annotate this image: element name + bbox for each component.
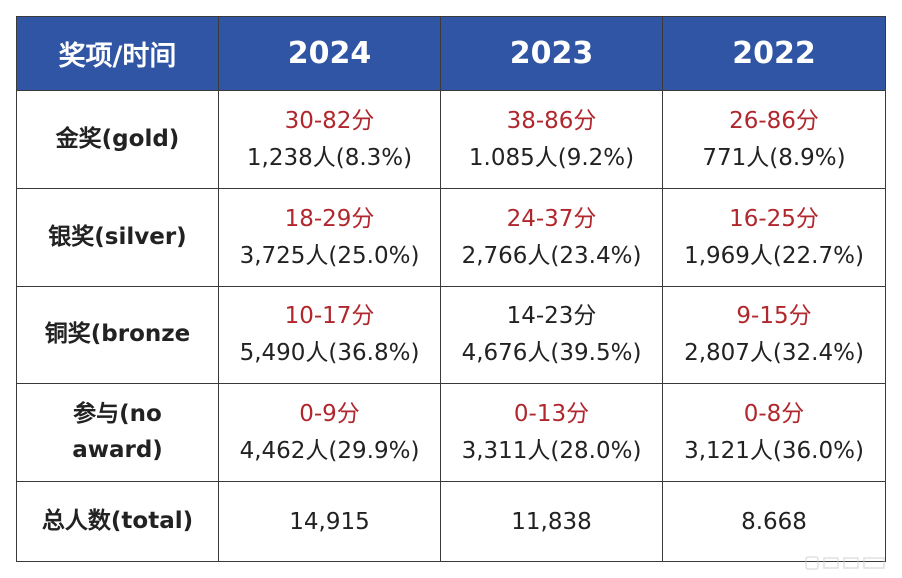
- cell-silver-2023: 24-37分 2,766人(23.4%): [440, 188, 663, 287]
- header-row: 奖项/时间 2024 2023 2022: [16, 16, 886, 91]
- score-range: 16-25分: [729, 205, 819, 232]
- header-year-2024: 2024: [218, 16, 441, 91]
- table-row-gold: 金奖(gold) 30-82分 1,238人(8.3%) 38-86分 1.08…: [16, 90, 886, 189]
- score-range: 30-82分: [284, 107, 375, 134]
- score-range: 38-86分: [506, 107, 597, 134]
- header-year-2023: 2023: [440, 16, 663, 91]
- score-range: 9-15分: [736, 303, 812, 330]
- participant-count: 1,238人(8.3%): [246, 144, 413, 171]
- row-label-line: 银奖(silver): [48, 223, 187, 250]
- table-row-no-award: 参与(no award) 0-9分 4,462人(29.9%) 0-13分 3,…: [16, 383, 886, 482]
- cell-silver-2024: 18-29分 3,725人(25.0%): [218, 188, 441, 287]
- header-year-2022: 2022: [662, 16, 886, 91]
- row-label-total: 总人数(total): [16, 481, 219, 562]
- participant-count: 1,969人(22.7%): [684, 242, 864, 269]
- cell-gold-2022: 26-86分 771人(8.9%): [662, 90, 886, 189]
- participant-count: 3,121人(36.0%): [684, 437, 864, 464]
- row-label-line-2: award): [72, 436, 163, 463]
- table-row-bronze: 铜奖(bronze 10-17分 5,490人(36.8%) 14-23分 4,…: [16, 286, 886, 384]
- cell-gold-2024: 30-82分 1,238人(8.3%): [218, 90, 441, 189]
- participant-count: 4,462人(29.9%): [239, 437, 420, 464]
- cell-silver-2022: 16-25分 1,969人(22.7%): [662, 188, 886, 287]
- score-range: 0-9分: [299, 400, 360, 427]
- score-range: 0-8分: [743, 400, 805, 427]
- score-range: 18-29分: [284, 205, 375, 232]
- row-label-no-award: 参与(no award): [16, 383, 219, 482]
- participant-count: 2,807人(32.4%): [684, 340, 864, 366]
- cell-bronze-2022: 9-15分 2,807人(32.4%): [662, 286, 886, 384]
- row-label-line: 金奖(gold): [55, 125, 180, 152]
- row-label-line: 参与(no: [73, 400, 162, 427]
- cell-gold-2023: 38-86分 1.085人(9.2%): [440, 90, 663, 189]
- participant-count: 5,490人(36.8%): [239, 340, 420, 366]
- score-range: 26-86分: [729, 107, 819, 134]
- table-row-silver: 银奖(silver) 18-29分 3,725人(25.0%) 24-37分 2…: [16, 188, 886, 287]
- row-label-bronze: 铜奖(bronze: [16, 286, 219, 384]
- score-range: 10-17分: [284, 303, 375, 330]
- results-table-container: 奖项/时间 2024 2023 2022 金奖(gold) 30-82分 1,2…: [16, 16, 886, 562]
- score-range: 14-23分: [506, 303, 597, 330]
- row-label-line: 铜奖(bronze: [44, 321, 191, 348]
- participant-count: 1.085人(9.2%): [468, 144, 635, 171]
- cell-no-award-2022: 0-8分 3,121人(36.0%): [662, 383, 886, 482]
- award-results-table: 奖项/时间 2024 2023 2022 金奖(gold) 30-82分 1,2…: [16, 16, 886, 562]
- participant-count: 4,676人(39.5%): [461, 340, 642, 366]
- total-2024: 14,915: [218, 481, 441, 562]
- cell-no-award-2024: 0-9分 4,462人(29.9%): [218, 383, 441, 482]
- participant-count: 3,725人(25.0%): [239, 242, 420, 269]
- header-corner-cell: 奖项/时间: [16, 16, 219, 91]
- participant-count: 2,766人(23.4%): [461, 242, 642, 269]
- participant-count: 3,311人(28.0%): [461, 437, 642, 464]
- row-label-silver: 银奖(silver): [16, 188, 219, 287]
- cell-bronze-2024: 10-17分 5,490人(36.8%): [218, 286, 441, 384]
- cell-no-award-2023: 0-13分 3,311人(28.0%): [440, 383, 663, 482]
- total-2023: 11,838: [440, 481, 663, 562]
- cell-bronze-2023: 14-23分 4,676人(39.5%): [440, 286, 663, 384]
- total-2022: 8.668: [662, 481, 886, 562]
- watermark-logo: [805, 556, 885, 570]
- row-label-gold: 金奖(gold): [16, 90, 219, 189]
- table-row-total: 总人数(total) 14,915 11,838 8.668: [16, 481, 886, 562]
- participant-count: 771人(8.9%): [702, 144, 846, 171]
- score-range: 0-13分: [513, 400, 590, 427]
- score-range: 24-37分: [506, 205, 597, 232]
